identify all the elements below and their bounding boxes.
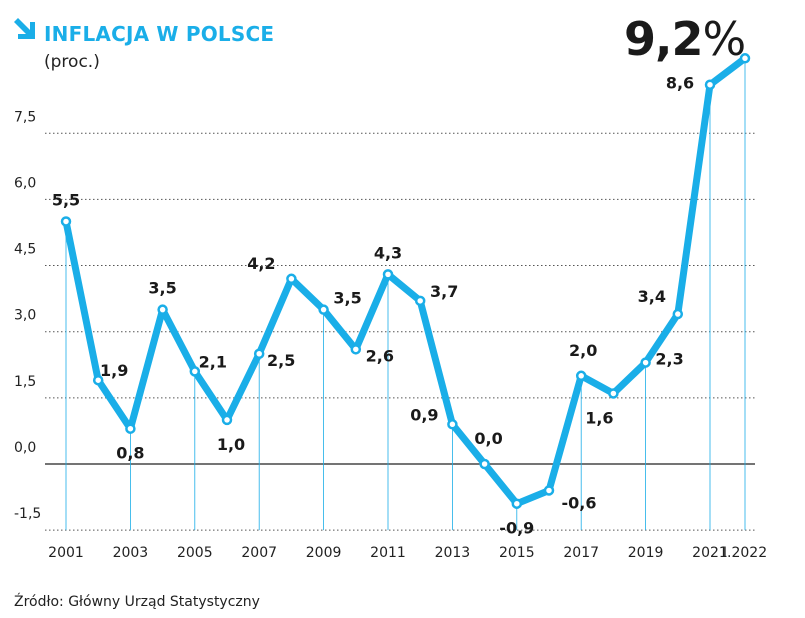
data-label: -0,6: [562, 493, 597, 512]
data-point: [739, 53, 751, 64]
data-point: [575, 370, 587, 382]
series-line: [62, 55, 748, 508]
data-label: 0,0: [474, 429, 502, 448]
data-point: [157, 304, 168, 315]
data-point: [60, 216, 72, 227]
data-point: [189, 366, 201, 377]
data-label: 2,3: [655, 350, 683, 369]
x-tick-label: 2009: [306, 545, 342, 561]
y-tick-label: 4,5: [14, 242, 36, 258]
data-label: 3,7: [430, 282, 458, 301]
x-tick-label: 2013: [435, 545, 471, 561]
y-tick-label: 7,5: [14, 109, 36, 125]
data-point: [543, 485, 555, 496]
highlight-unit: %: [702, 12, 747, 66]
data-point: [318, 304, 329, 315]
x-tick-label: 2001: [48, 545, 84, 561]
data-point: [414, 295, 426, 307]
data-label: 2,6: [366, 346, 394, 365]
arrow-down-right-icon: [14, 18, 35, 39]
data-label: 4,2: [247, 254, 275, 273]
data-label: 8,6: [666, 74, 694, 93]
x-tick-label: 2019: [628, 545, 664, 561]
x-tick-label: 2003: [113, 545, 149, 561]
x-tick-label: 2021: [692, 545, 728, 561]
data-label: 1,0: [217, 435, 245, 454]
data-label: 2,1: [199, 352, 227, 371]
data-label: 0,9: [410, 405, 438, 424]
x-tick-label: 2015: [499, 545, 535, 561]
chart-title: INFLACJA W POLSCE: [44, 22, 275, 46]
data-point: [672, 308, 684, 320]
data-point: [125, 423, 136, 434]
data-point: [479, 458, 490, 470]
data-label: 2,5: [267, 351, 295, 370]
data-point: [704, 79, 716, 90]
y-tick-label: -1,5: [14, 506, 41, 522]
data-label: 3,5: [148, 279, 176, 298]
data-point: [608, 388, 619, 399]
x-tick-label: I.2022: [723, 545, 767, 561]
data-point: [350, 344, 362, 355]
data-label: 3,5: [333, 289, 361, 308]
data-label: 1,6: [585, 408, 613, 427]
highlight-number: 9,2: [624, 12, 703, 66]
data-label: 2,0: [569, 341, 597, 360]
data-label: 3,4: [638, 287, 666, 306]
data-point: [286, 273, 297, 285]
data-point: [511, 498, 523, 509]
source-note: Źródło: Główny Urząd Statystyczny: [14, 594, 260, 610]
x-tick-label: 2007: [241, 545, 277, 561]
data-label: 5,5: [52, 190, 80, 209]
highlight-value: 9,2%: [624, 12, 747, 66]
y-tick-label: 6,0: [14, 175, 36, 191]
data-label: 0,8: [116, 444, 144, 463]
data-point: [92, 374, 104, 386]
x-tick-label: 2017: [563, 545, 599, 561]
data-point: [382, 269, 394, 280]
data-label: 1,9: [100, 361, 128, 380]
data-point: [447, 419, 458, 430]
x-tick-label: 2005: [177, 545, 213, 561]
y-tick-label: 1,5: [14, 374, 36, 390]
data-point: [640, 357, 651, 368]
y-tick-label: 0,0: [14, 440, 36, 456]
data-point: [253, 348, 265, 359]
x-tick-label: 2011: [370, 545, 406, 561]
data-label: -0,9: [499, 519, 534, 538]
data-point: [221, 414, 233, 426]
chart-subtitle: (proc.): [44, 52, 100, 72]
data-label: 4,3: [374, 243, 402, 262]
y-tick-label: 3,0: [14, 308, 36, 324]
